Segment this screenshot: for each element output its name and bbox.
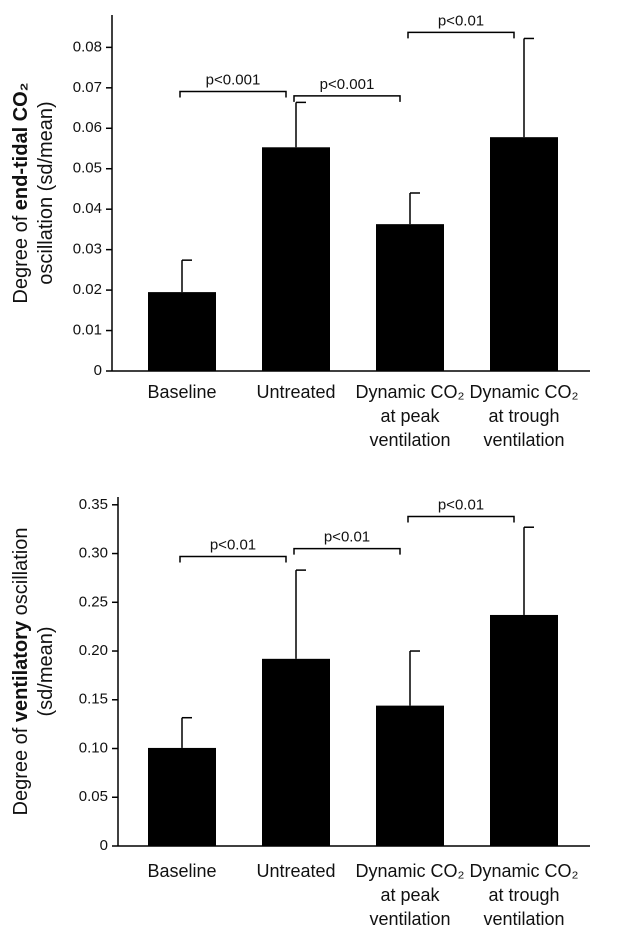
significance-label: p<0.01 [438,12,484,29]
x-tick-label: Untreated [256,861,335,881]
bar [376,224,444,371]
significance-bracket [293,547,401,555]
bar [490,614,558,846]
significance-bracket [407,31,515,39]
y-tick-label: 0.07 [73,79,102,96]
significance-label: p<0.001 [206,71,261,88]
x-tick-label: ventilation [369,909,450,929]
y-tick-label: 0.08 [73,38,102,55]
y-tick-label: 0.35 [79,496,108,513]
y-tick-label: 0.20 [79,642,108,659]
x-tick-label: Baseline [147,382,216,402]
y-axis-label: oscillation (sd/mean) [35,101,57,284]
y-tick-label: 0.10 [79,739,108,756]
bar [262,147,330,371]
bar [262,658,330,846]
y-axis-label: Degree of end-tidal CO₂ [10,82,32,303]
y-axis-label: Degree of ventilatory oscillation [10,528,32,816]
x-tick-label: Dynamic CO₂ [469,861,578,881]
significance-label: p<0.01 [210,536,256,553]
y-axis-label-part: Degree of [10,722,32,815]
x-tick-label: at trough [488,885,559,905]
x-tick-label: Untreated [256,382,335,402]
x-tick-label: at peak [380,406,440,426]
significance-bracket [293,95,401,102]
y-tick-label: 0.05 [79,788,108,805]
y-tick-label: 0.05 [73,160,102,177]
y-tick-label: 0 [94,362,102,379]
x-tick-label: ventilation [483,909,564,929]
bar [148,292,216,371]
y-tick-label: 0.15 [79,691,108,708]
y-axis-label-part: ventilatory [10,620,32,722]
y-tick-label: 0.25 [79,593,108,610]
y-axis-label-part: oscillation (sd/mean) [35,101,57,284]
y-axis-label-part: Degree of [10,210,32,303]
x-tick-label: ventilation [483,430,564,450]
significance-bracket [179,90,287,98]
y-tick-label: 0.04 [73,200,102,217]
bar [376,705,444,846]
y-tick-label: 0.01 [73,322,102,339]
x-tick-label: at peak [380,885,440,905]
x-tick-label: Dynamic CO₂ [355,382,464,402]
bar [490,137,558,371]
y-axis-label-part: end-tidal CO₂ [10,82,32,210]
significance-label: p<0.01 [438,496,484,513]
y-tick-label: 0.03 [73,241,102,258]
significance-label: p<0.001 [320,76,375,93]
y-tick-label: 0.30 [79,545,108,562]
x-tick-label: at trough [488,406,559,426]
significance-bracket [407,515,515,523]
y-axis-label: (sd/mean) [35,626,57,716]
x-tick-label: Dynamic CO₂ [355,861,464,881]
y-axis-label-part: (sd/mean) [35,626,57,716]
y-axis-label-part: oscillation [10,528,32,621]
x-tick-label: ventilation [369,430,450,450]
bar [148,747,216,846]
y-tick-label: 0 [100,837,108,854]
y-tick-label: 0.02 [73,281,102,298]
significance-label: p<0.01 [324,529,370,546]
x-tick-label: Baseline [147,861,216,881]
y-tick-label: 0.06 [73,119,102,136]
significance-bracket [179,555,287,563]
x-tick-label: Dynamic CO₂ [469,382,578,402]
